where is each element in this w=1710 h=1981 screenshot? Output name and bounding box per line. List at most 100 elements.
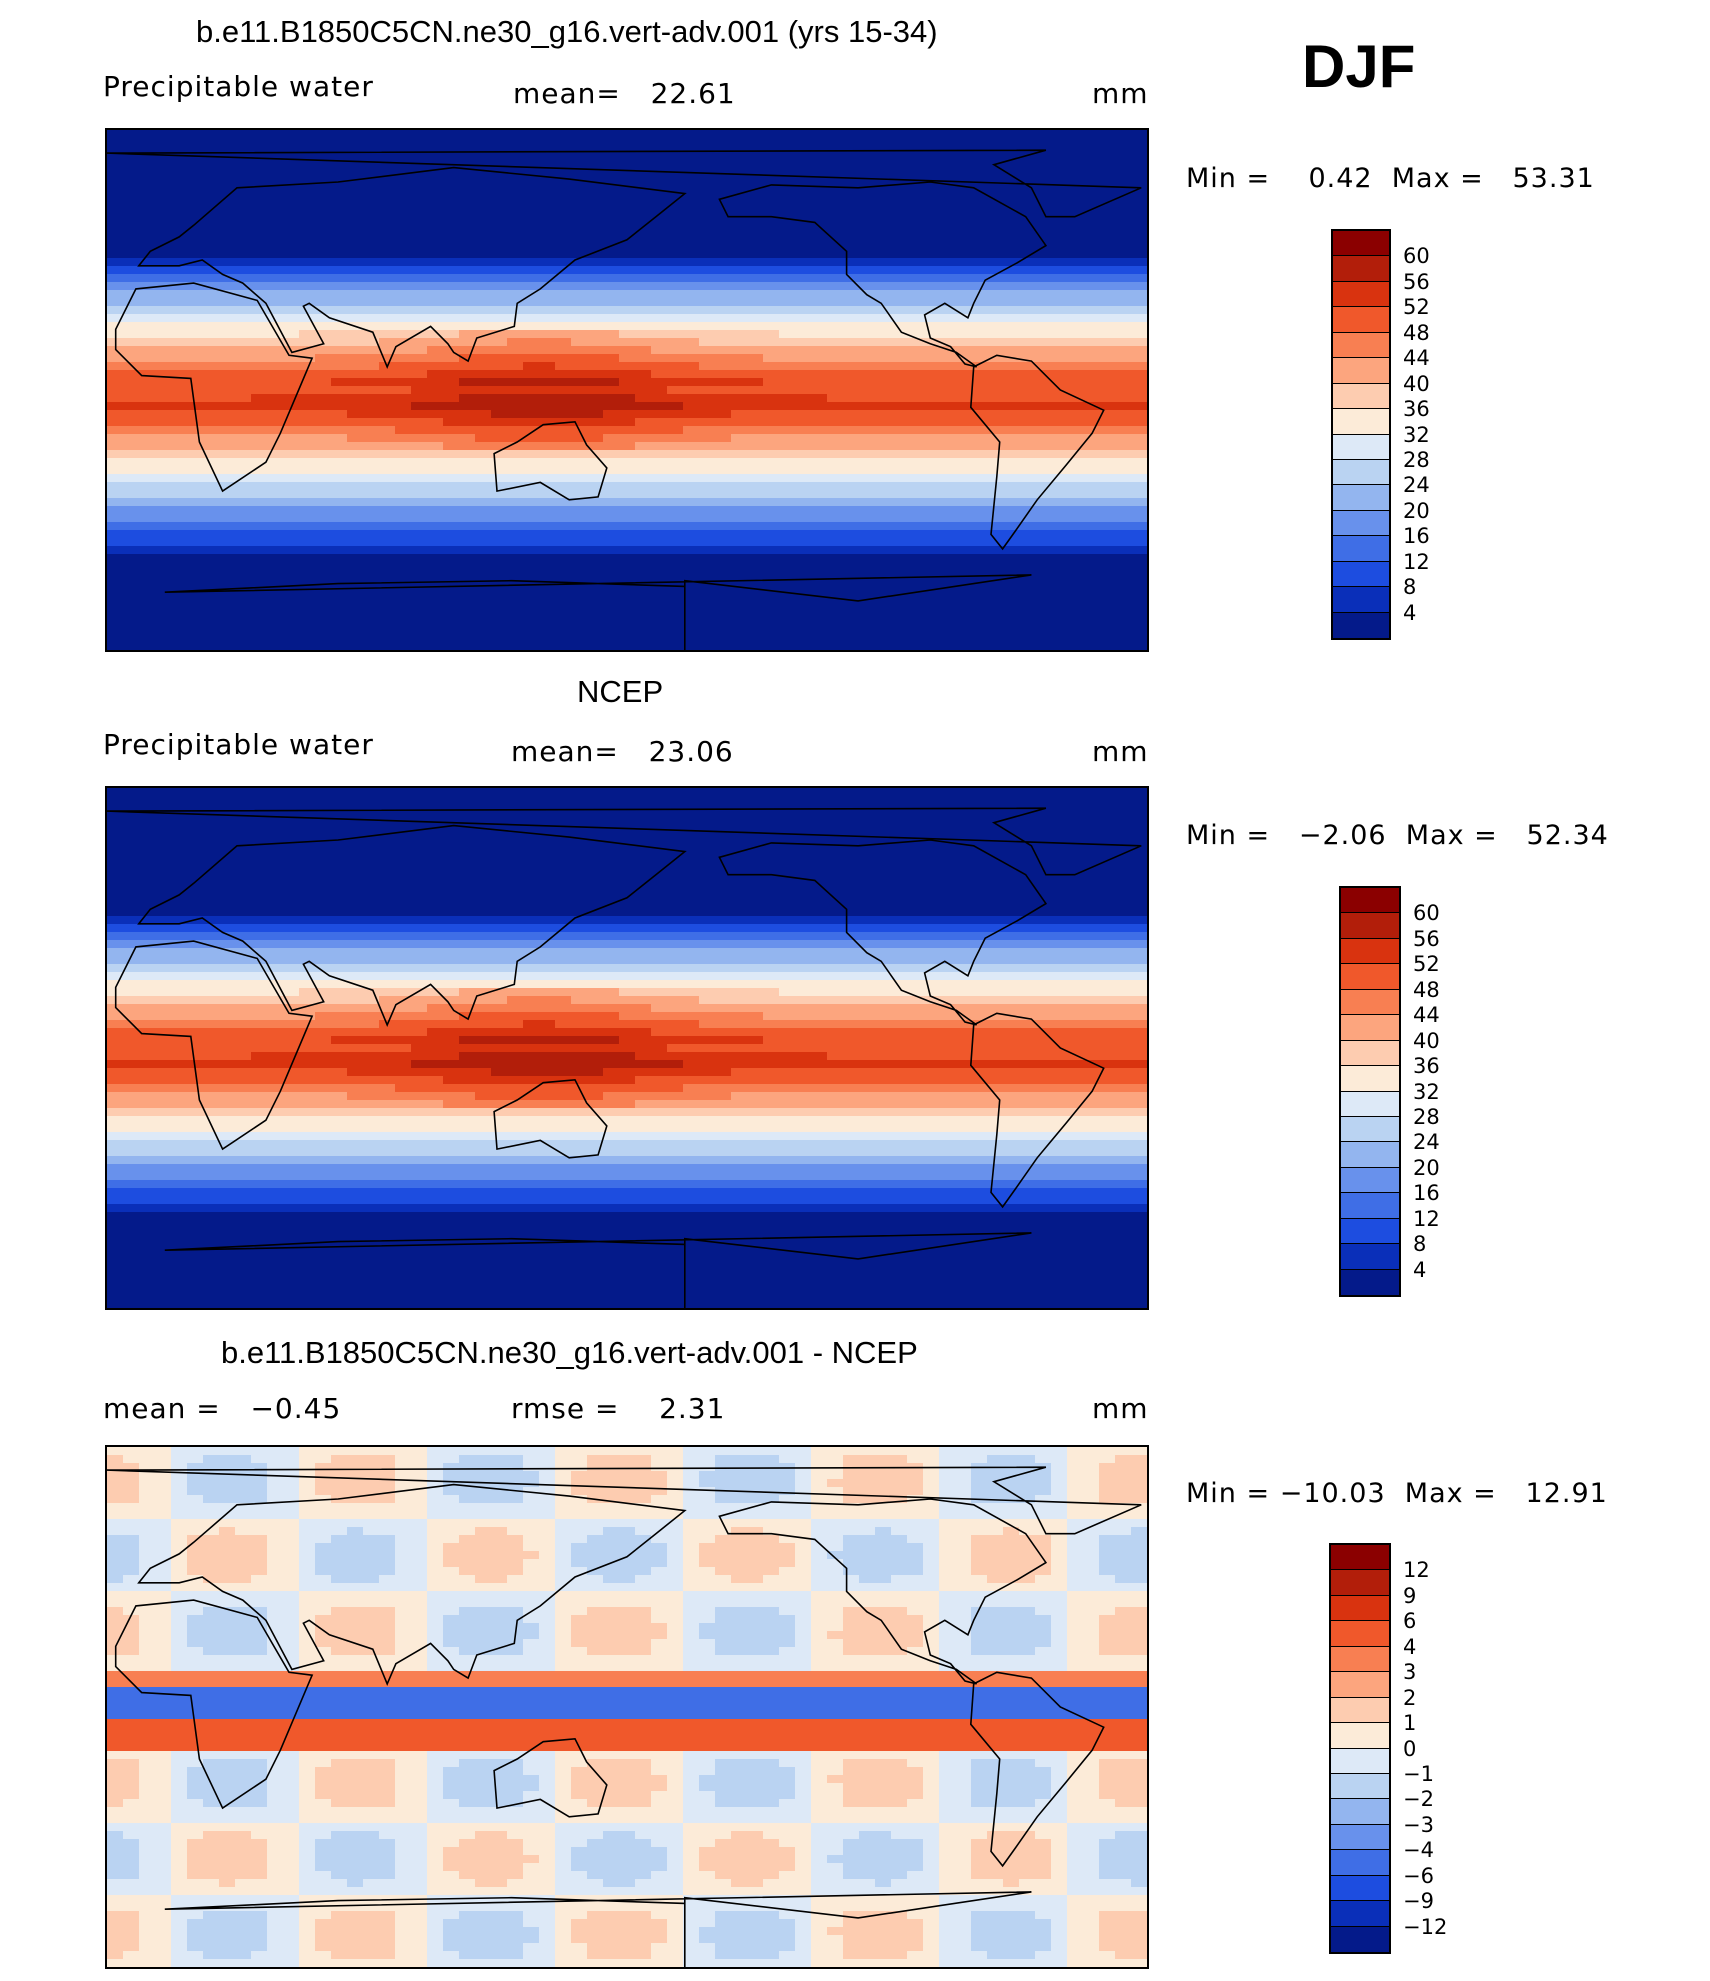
field-cell (347, 258, 364, 267)
field-cell (411, 210, 428, 219)
field-cell (891, 634, 908, 643)
field-cell (395, 362, 412, 371)
field-cell (475, 282, 492, 291)
field-cell (411, 418, 428, 427)
field-cell (427, 634, 444, 643)
field-cell (683, 514, 700, 523)
field-cell (795, 178, 812, 187)
field-cell (299, 546, 316, 555)
field-cell (683, 226, 700, 235)
field-cell (731, 218, 748, 227)
field-cell (763, 242, 780, 251)
field-cell (603, 386, 620, 395)
field-cell (827, 394, 844, 403)
field-cell (683, 338, 700, 347)
field-cell (235, 554, 252, 563)
field-cell (123, 402, 140, 411)
field-cell (907, 266, 924, 275)
field-cell (987, 602, 1004, 611)
field-cell (443, 618, 460, 627)
field-cell (827, 506, 844, 515)
field-cell (907, 186, 924, 195)
field-cell (411, 498, 428, 507)
field-cell (107, 538, 124, 547)
field-cell (315, 418, 332, 427)
field-cell (875, 538, 892, 547)
field-cell (939, 602, 956, 611)
field-cell (1083, 498, 1100, 507)
field-cell (1051, 146, 1068, 155)
field-cell (587, 370, 604, 379)
field-cell (651, 362, 668, 371)
field-cell (187, 282, 204, 291)
field-cell (395, 634, 412, 643)
field-cell (763, 258, 780, 267)
field-cell (1051, 474, 1068, 483)
field-cell (443, 506, 460, 515)
field-cell (699, 218, 716, 227)
field-cell (315, 298, 332, 307)
field-cell (1035, 162, 1052, 171)
field-cell (491, 578, 508, 587)
field-cell (235, 394, 252, 403)
field-cell (299, 146, 316, 155)
field-cell (683, 322, 700, 331)
field-cell (283, 226, 300, 235)
field-cell (203, 828, 220, 837)
field-cell (411, 162, 428, 171)
field-cell (795, 210, 812, 219)
field-cell (1131, 210, 1147, 219)
field-cell (843, 538, 860, 547)
field-cell (171, 490, 188, 499)
field-cell (859, 522, 876, 531)
field-cell (203, 250, 220, 259)
field-cell (747, 330, 764, 339)
field-cell (155, 274, 172, 283)
field-cell (347, 138, 364, 147)
field-cell (299, 788, 316, 797)
field-cell (411, 186, 428, 195)
field-cell (827, 290, 844, 299)
field-cell (587, 474, 604, 483)
field-cell (603, 820, 620, 829)
field-cell (1131, 146, 1147, 155)
field-cell (763, 796, 780, 805)
field-cell (1083, 290, 1100, 299)
field-cell (235, 146, 252, 155)
field-cell (267, 466, 284, 475)
field-cell (875, 210, 892, 219)
field-cell (347, 578, 364, 587)
field-cell (971, 812, 988, 821)
field-cell (139, 386, 156, 395)
field-cell (1019, 410, 1036, 419)
field-cell (235, 498, 252, 507)
field-cell (427, 354, 444, 363)
field-cell (763, 282, 780, 291)
field-cell (923, 242, 940, 251)
field-cell (379, 170, 396, 179)
field-cell (747, 562, 764, 571)
field-cell (587, 218, 604, 227)
field-cell (1067, 538, 1084, 547)
field-cell (731, 442, 748, 451)
field-cell (331, 162, 348, 171)
field-cell (1131, 314, 1147, 323)
field-cell (619, 370, 636, 379)
field-cell (123, 290, 140, 299)
field-cell (523, 506, 540, 515)
field-cell (955, 242, 972, 251)
field-cell (267, 490, 284, 499)
field-cell (699, 796, 716, 805)
field-cell (523, 530, 540, 539)
field-cell (539, 290, 556, 299)
field-cell (651, 130, 668, 139)
field-cell (267, 330, 284, 339)
field-cell (443, 274, 460, 283)
field-cell (1019, 314, 1036, 323)
field-cell (331, 474, 348, 483)
field-cell (1099, 418, 1116, 427)
field-cell (475, 498, 492, 507)
field-cell (379, 202, 396, 211)
field-cell (939, 836, 956, 845)
field-cell (507, 506, 524, 515)
